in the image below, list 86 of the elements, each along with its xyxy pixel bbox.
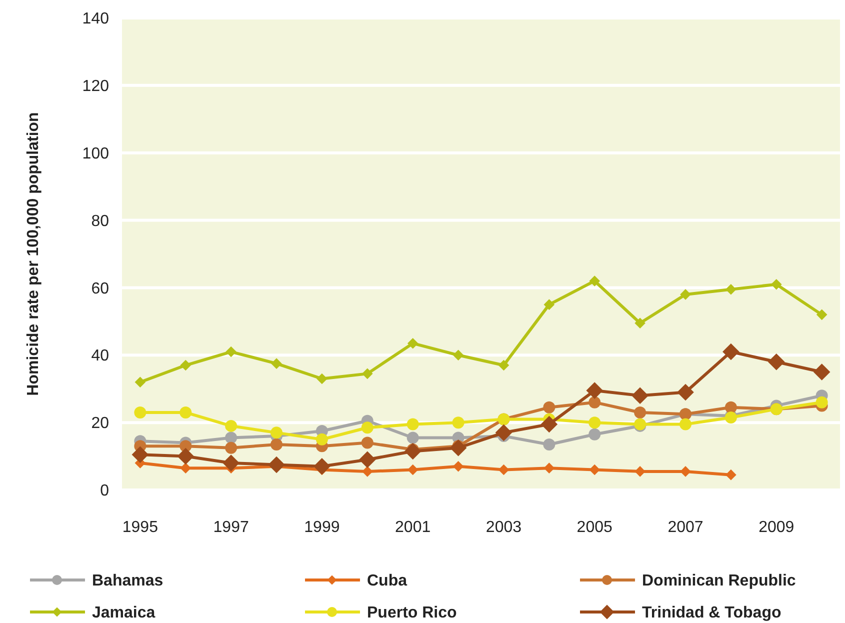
y-tick-label: 80 — [91, 212, 110, 230]
point — [268, 456, 285, 474]
point — [722, 343, 740, 360]
point — [726, 469, 736, 480]
point — [316, 433, 328, 446]
point — [407, 338, 418, 349]
point — [588, 416, 601, 429]
point — [813, 364, 830, 380]
point — [677, 384, 694, 401]
point — [180, 462, 192, 474]
point — [452, 350, 464, 361]
point — [634, 318, 646, 329]
legend-label: Bahamas — [92, 572, 164, 590]
point — [271, 358, 282, 369]
point — [768, 353, 785, 370]
x-tick-label: 1999 — [304, 519, 340, 536]
point — [724, 401, 737, 414]
point — [180, 360, 192, 371]
point — [498, 464, 510, 476]
x-tick-label: 2005 — [576, 519, 613, 536]
point — [177, 448, 194, 465]
point — [314, 458, 330, 475]
point — [358, 451, 376, 468]
x-tick-label: 1995 — [122, 519, 158, 536]
point — [589, 276, 600, 286]
point — [226, 346, 236, 358]
point — [132, 446, 149, 463]
point — [544, 462, 555, 474]
y-tick-label: 120 — [82, 78, 110, 96]
point — [452, 461, 464, 472]
y-tick-label: 100 — [82, 145, 110, 162]
y-tick-label: 0 — [100, 482, 110, 500]
x-tick-label: 2007 — [668, 519, 704, 536]
y-tick-label: 40 — [91, 348, 110, 365]
y-tick-label: 20 — [91, 415, 110, 432]
x-tick-label: 1997 — [213, 519, 249, 536]
point — [726, 284, 736, 295]
point — [540, 416, 558, 433]
point — [586, 382, 604, 399]
point — [361, 422, 374, 434]
point — [225, 420, 238, 432]
point — [316, 373, 328, 384]
point — [407, 464, 418, 476]
point — [770, 278, 782, 290]
point — [589, 464, 600, 476]
point — [406, 418, 419, 430]
point — [816, 309, 828, 320]
point — [679, 418, 692, 430]
point — [680, 289, 691, 300]
point — [225, 432, 238, 444]
x-tick-label: 2009 — [758, 519, 794, 536]
point — [180, 406, 192, 418]
point — [543, 438, 556, 450]
point — [222, 454, 240, 472]
point — [632, 387, 648, 404]
point — [543, 401, 556, 414]
point — [495, 424, 512, 442]
y-tick-label: 140 — [82, 10, 110, 28]
point — [270, 438, 283, 450]
point — [816, 396, 828, 408]
point — [588, 428, 601, 440]
point — [362, 368, 373, 380]
legend-label: Dominican Republic — [642, 572, 796, 590]
point — [498, 360, 510, 371]
legend-label: Trinidad & Tobago — [642, 604, 782, 622]
point — [680, 466, 691, 477]
point — [134, 376, 146, 388]
y-axis-title: Homicide rate per 100,000 population — [25, 112, 42, 396]
point — [406, 432, 419, 444]
legend-label: Jamaica — [92, 604, 156, 622]
point — [588, 396, 601, 408]
point — [450, 439, 467, 456]
point — [634, 406, 646, 418]
legend-label: Cuba — [367, 572, 408, 590]
point — [544, 299, 555, 310]
x-tick-label: 2001 — [395, 519, 431, 536]
x-tick-label: 2003 — [486, 519, 522, 536]
point — [134, 406, 146, 418]
point — [362, 466, 373, 477]
point — [361, 436, 374, 449]
y-tick-label: 60 — [91, 280, 110, 298]
legend-label: Puerto Rico — [367, 604, 458, 622]
point — [225, 442, 238, 454]
point — [452, 416, 464, 429]
point — [634, 466, 646, 477]
point — [270, 426, 283, 439]
